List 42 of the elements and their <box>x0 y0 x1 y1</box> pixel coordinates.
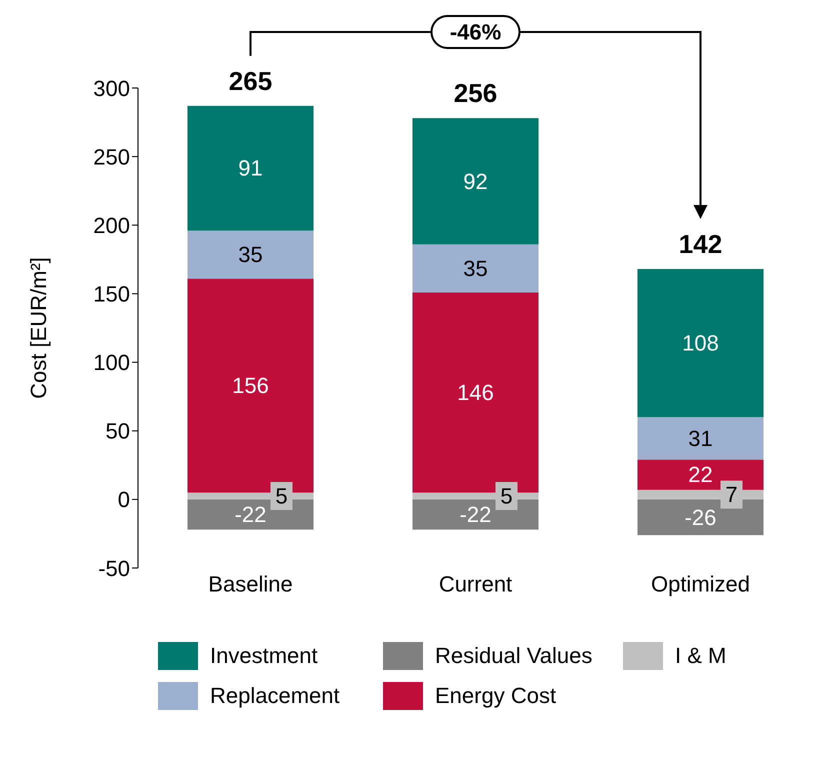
data-label: 108 <box>682 330 719 356</box>
bar <box>188 106 314 231</box>
data-label: -26 <box>684 504 716 530</box>
data-label: 31 <box>688 426 713 451</box>
data-label: 146 <box>457 380 494 405</box>
data-label: 92 <box>463 168 488 194</box>
data-label: 35 <box>238 242 263 268</box>
y-tick-label: 0 <box>118 487 130 512</box>
y-tick-label: 50 <box>106 418 130 444</box>
x-tick-label: Baseline <box>208 572 293 597</box>
data-label: 156 <box>232 373 269 398</box>
y-tick-label: 250 <box>93 144 130 170</box>
bar <box>412 118 538 244</box>
y-tick-label: 200 <box>93 212 130 238</box>
data-label: 5 <box>275 484 288 508</box>
total-label: 142 <box>678 229 722 260</box>
legend-label: Investment <box>210 643 318 669</box>
bar <box>638 417 764 460</box>
legend-label: Energy Cost <box>435 683 556 709</box>
data-label: 91 <box>238 156 263 181</box>
text: -46% <box>450 20 502 44</box>
total-label: 256 <box>454 78 498 108</box>
data-label: -22 <box>234 502 266 528</box>
legend-label: Replacement <box>210 683 340 709</box>
bar <box>638 269 764 418</box>
y-tick-label: -50 <box>98 556 130 581</box>
y-tick-label: 300 <box>93 76 130 101</box>
data-label: 5 <box>500 484 513 508</box>
bar <box>412 244 538 292</box>
data-label: -22 <box>460 502 492 528</box>
data-label: 22 <box>688 462 713 488</box>
legend-label: I & M <box>675 643 726 669</box>
x-tick-label: Current <box>438 572 512 597</box>
x-tick-label: Optimized <box>650 572 750 597</box>
legend-label: Residual Values <box>435 643 592 669</box>
data-label: 7 <box>725 482 738 508</box>
y-tick-label: 150 <box>93 282 130 307</box>
y-tick-label: 100 <box>93 350 130 376</box>
total-label: 265 <box>228 66 272 96</box>
y-axis-title: Cost [EUR/m²] <box>26 257 51 399</box>
bar <box>188 230 314 279</box>
data-label: 35 <box>463 256 488 281</box>
